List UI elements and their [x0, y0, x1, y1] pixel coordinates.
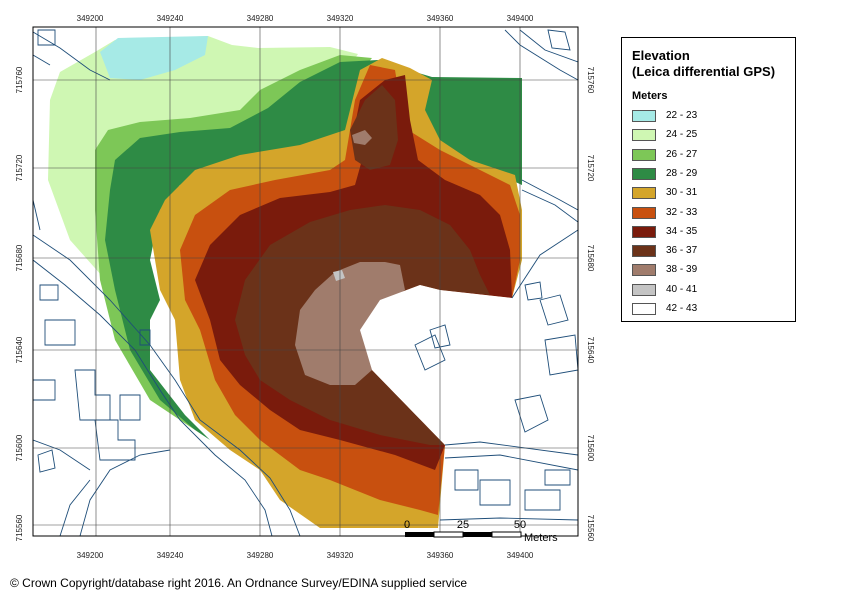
x-tick-top: 349200 — [77, 14, 104, 23]
y-ticks-left: 715760 715720 715680 715640 715600 71556… — [15, 66, 24, 541]
y-tick-right: 715560 — [586, 515, 595, 542]
legend-item: 34 - 35 — [632, 225, 782, 240]
legend-title-line2: (Leica differential GPS) — [632, 64, 776, 79]
y-tick-left: 715640 — [15, 336, 24, 363]
y-tick-right: 715760 — [586, 67, 595, 94]
legend-label: 36 - 37 — [666, 245, 698, 257]
legend-swatch — [632, 245, 656, 258]
legend-label: 30 - 31 — [666, 187, 698, 199]
map-frame — [32, 26, 579, 537]
legend-label: 32 - 33 — [666, 206, 698, 218]
legend-title-line1: Elevation — [632, 48, 690, 63]
legend-swatch — [632, 206, 656, 219]
y-tick-right: 715680 — [586, 245, 595, 272]
legend-swatch — [632, 110, 656, 122]
y-tick-left: 715760 — [15, 66, 24, 93]
x-tick-bottom: 349280 — [247, 551, 274, 560]
x-tick-bottom: 349400 — [507, 551, 534, 560]
y-tick-left: 715720 — [15, 154, 24, 181]
legend-swatch — [632, 264, 656, 277]
legend-label: 28 - 29 — [666, 167, 698, 179]
legend-label: 22 - 23 — [666, 110, 698, 121]
x-tick-bottom: 349320 — [327, 551, 354, 560]
copyright-credit: © Crown Copyright/database right 2016. A… — [10, 576, 468, 590]
elevation-layer — [48, 36, 522, 528]
scale-bar: 0 25 50 Meters — [404, 519, 558, 544]
y-tick-right: 715640 — [586, 337, 595, 364]
scale-label-25: 25 — [457, 519, 469, 531]
x-ticks-bottom: 349200 349240 349280 349320 349360 34940… — [77, 551, 534, 560]
legend-label: 38 - 39 — [666, 264, 698, 276]
legend-item: 42 - 43 — [632, 303, 782, 317]
x-tick-top: 349280 — [247, 14, 274, 23]
y-tick-right: 715720 — [586, 155, 595, 182]
legend-swatch — [632, 303, 656, 315]
legend-item: 32 - 33 — [632, 206, 782, 221]
scale-units: Meters — [524, 532, 558, 544]
legend-label: 40 - 41 — [666, 283, 698, 295]
legend-swatch — [632, 225, 656, 238]
y-tick-right: 715600 — [586, 435, 595, 462]
legend: Elevation (Leica differential GPS) Meter… — [621, 37, 796, 322]
legend-label: 24 - 25 — [666, 129, 698, 141]
legend-label: 42 - 43 — [666, 303, 698, 314]
y-tick-left: 715680 — [15, 244, 24, 271]
x-tick-top: 349320 — [327, 14, 354, 23]
x-tick-bottom: 349360 — [427, 551, 454, 560]
legend-swatch — [632, 283, 656, 296]
scale-label-0: 0 — [404, 519, 410, 531]
x-tick-top: 349360 — [427, 14, 454, 23]
coordinate-grid — [33, 27, 578, 536]
x-tick-bottom: 349200 — [77, 551, 104, 560]
y-ticks-right: 715760 715720 715680 715640 715600 71556… — [586, 67, 595, 542]
legend-units: Meters — [632, 90, 668, 102]
legend-item: 28 - 29 — [632, 167, 782, 182]
zone-38-39 — [295, 262, 405, 385]
legend-swatch — [632, 129, 656, 142]
zone-40-41 — [333, 270, 345, 281]
y-tick-left: 715560 — [15, 514, 24, 541]
legend-item: 36 - 37 — [632, 245, 782, 259]
legend-title: Elevation (Leica differential GPS) — [632, 48, 775, 80]
x-tick-bottom: 349240 — [157, 551, 184, 560]
zone-38-39-north — [352, 130, 372, 145]
legend-item: 30 - 31 — [632, 187, 782, 201]
legend-label: 34 - 35 — [666, 225, 698, 237]
legend-swatch — [632, 148, 656, 161]
legend-item: 24 - 25 — [632, 129, 782, 143]
zone-36-37-north — [350, 85, 398, 170]
zone-28-29 — [105, 60, 522, 440]
x-tick-top: 349240 — [157, 14, 184, 23]
scale-seg-black — [405, 532, 434, 537]
scale-label-50: 50 — [514, 519, 526, 531]
x-tick-top: 349400 — [507, 14, 534, 23]
x-ticks-top: 349200 349240 349280 349320 349360 34940… — [77, 14, 534, 23]
legend-item: 40 - 41 — [632, 283, 782, 298]
legend-item: 38 - 39 — [632, 264, 782, 278]
scale-seg-black — [463, 532, 492, 537]
scale-seg-white — [433, 531, 464, 538]
legend-swatch — [632, 167, 656, 180]
y-tick-left: 715600 — [15, 434, 24, 461]
scale-seg-white — [491, 531, 522, 538]
legend-label: 26 - 27 — [666, 148, 698, 160]
zone-22-23 — [100, 36, 208, 80]
legend-swatch — [632, 187, 656, 200]
legend-item: 22 - 23 — [632, 110, 782, 124]
legend-item: 26 - 27 — [632, 148, 782, 163]
